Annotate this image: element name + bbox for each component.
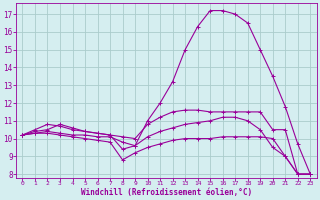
X-axis label: Windchill (Refroidissement éolien,°C): Windchill (Refroidissement éolien,°C)	[81, 188, 252, 197]
